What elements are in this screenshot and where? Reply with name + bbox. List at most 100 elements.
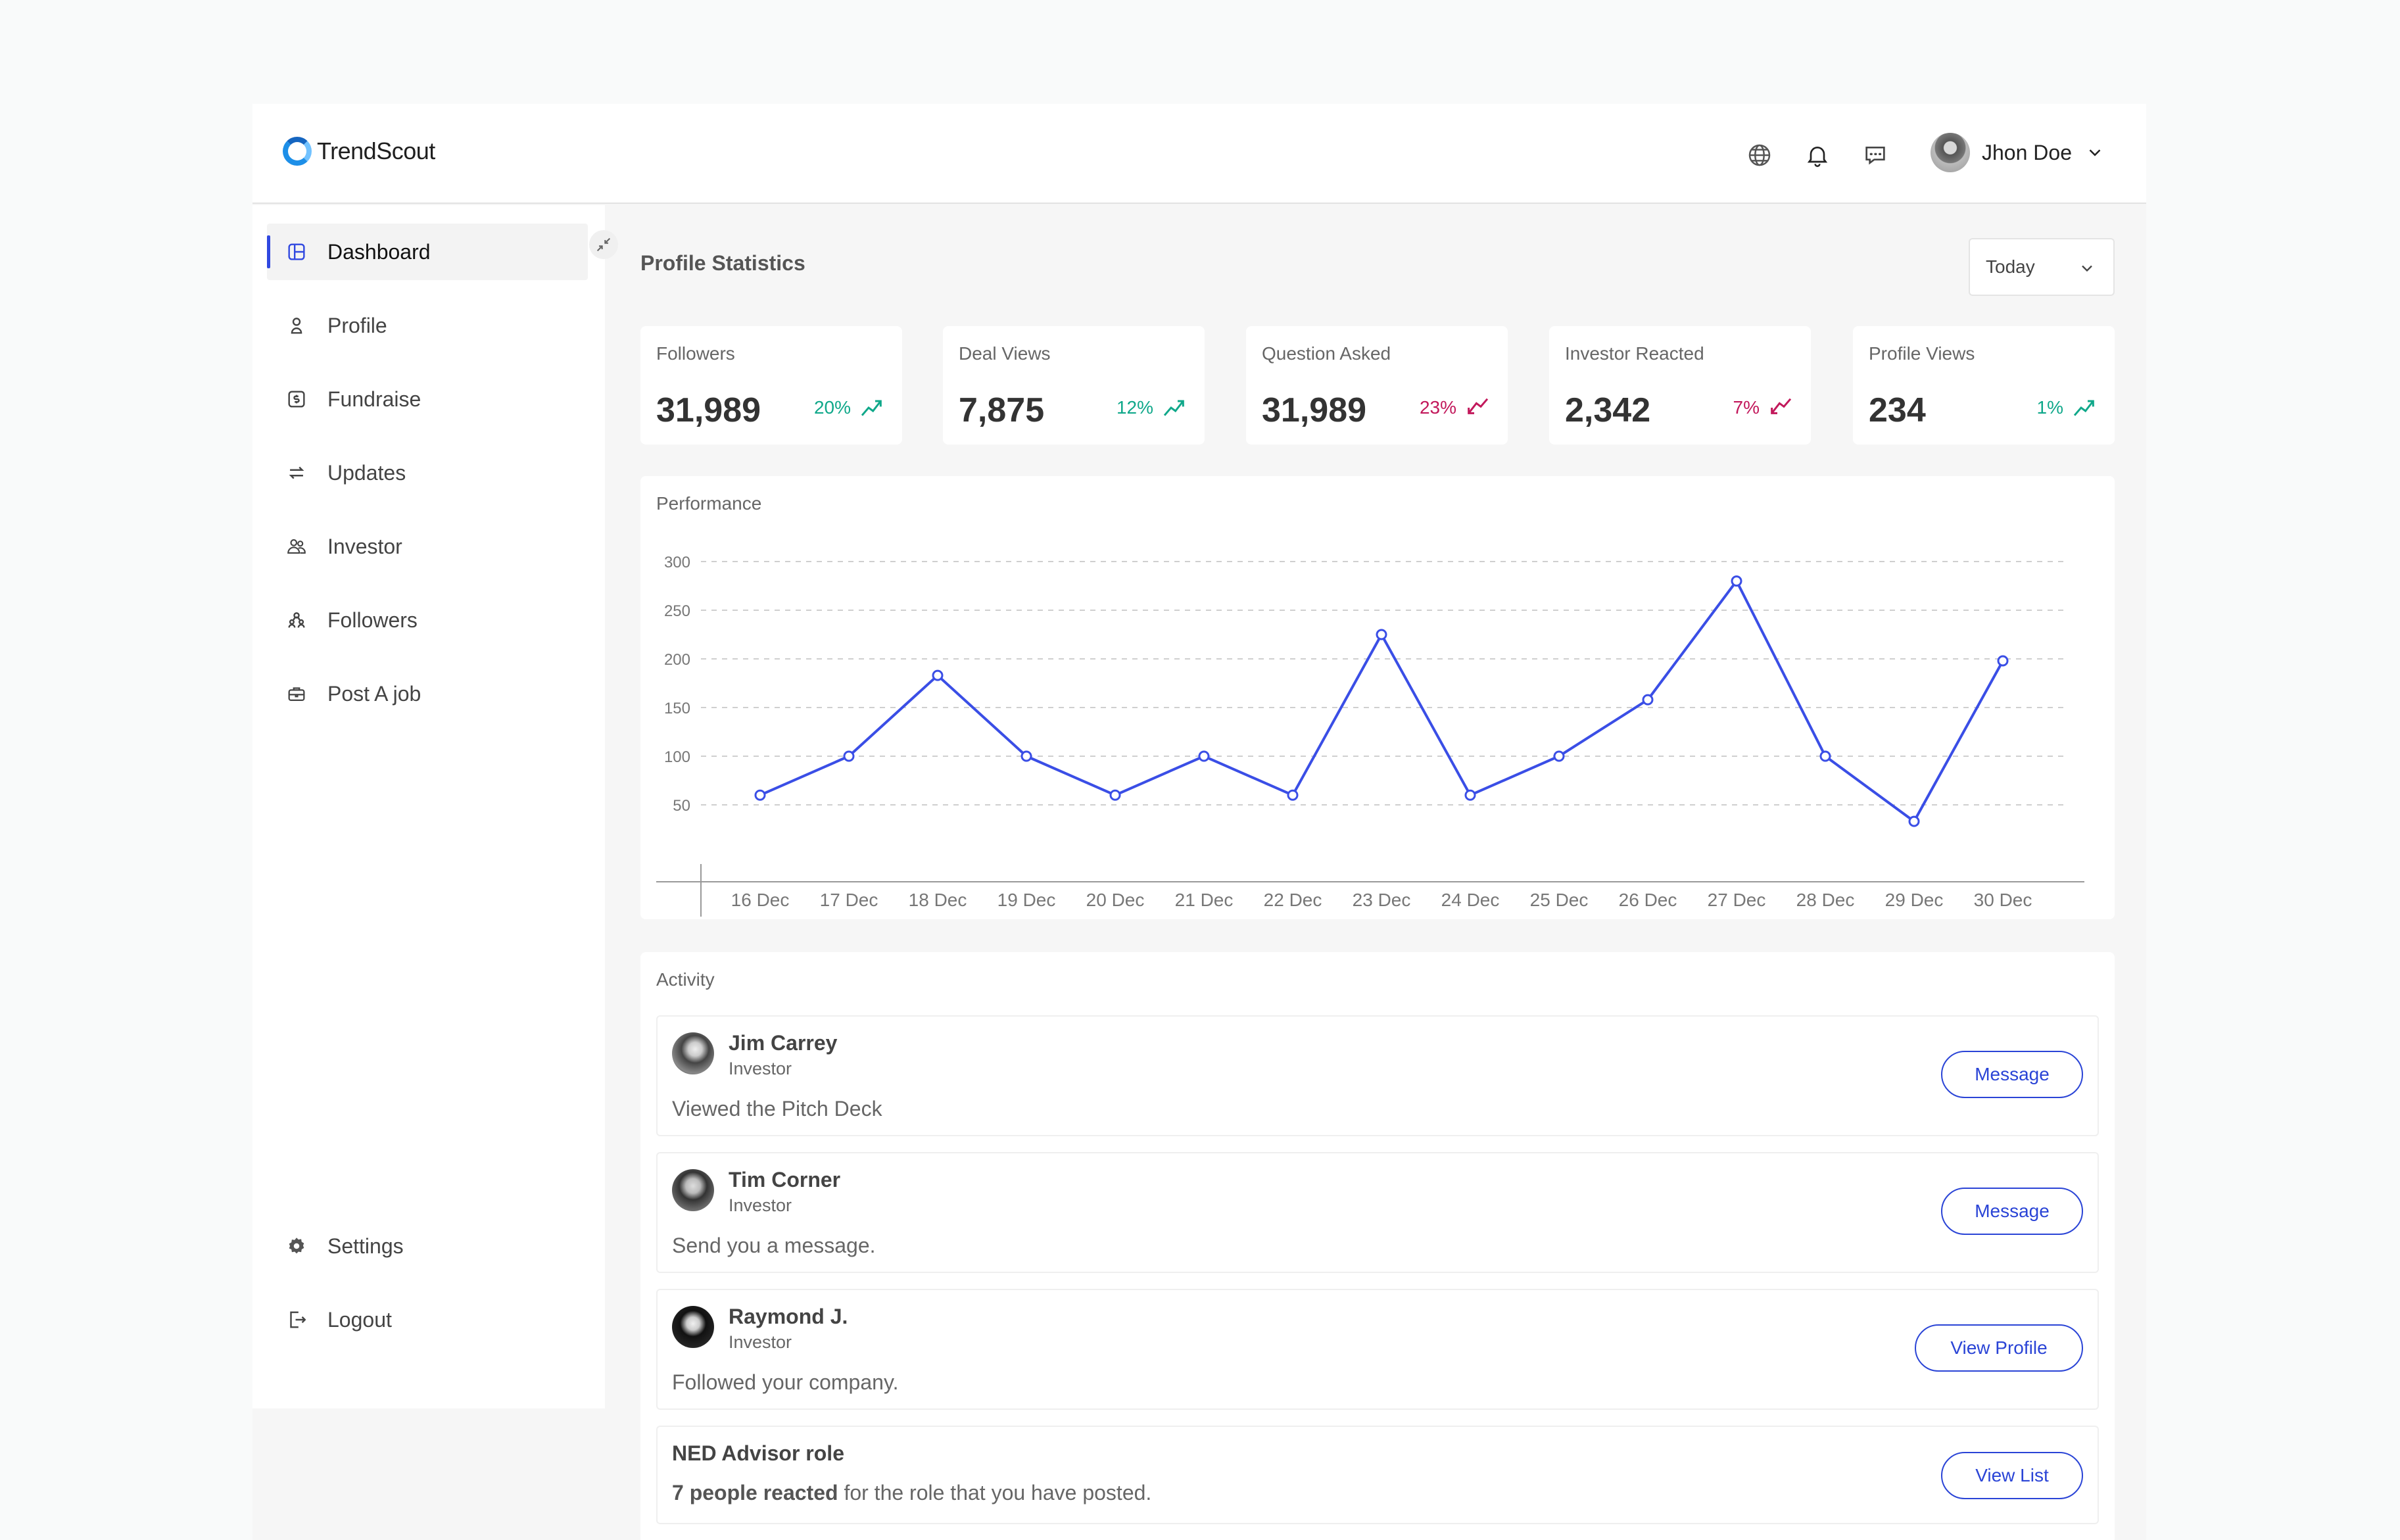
data-point — [754, 789, 766, 801]
data-point — [1731, 575, 1742, 587]
sidebar-item-fundraise[interactable]: Fundraise — [267, 371, 588, 427]
message-button[interactable]: Message — [1941, 1188, 2083, 1235]
sidebar-item-followers[interactable]: Followers — [267, 592, 588, 648]
sidebar-item-label: Dashboard — [327, 239, 431, 264]
sidebar-item-profile[interactable]: Profile — [267, 297, 588, 354]
x-tick-label: 26 Dec — [1619, 890, 1677, 910]
data-point — [1642, 694, 1654, 706]
x-tick-label: 18 Dec — [909, 890, 967, 910]
stat-change: 7% — [1733, 395, 1794, 421]
y-tick-label: 50 — [673, 797, 690, 815]
activity-avatar — [672, 1032, 714, 1074]
stat-card-followers: Followers 31,989 20% — [640, 326, 902, 445]
bell-icon[interactable] — [1803, 141, 1832, 170]
sidebar-item-dashboard[interactable]: Dashboard — [267, 224, 588, 280]
ned-desc-rest: for the role that you have posted. — [838, 1481, 1152, 1504]
x-tick-label: 30 Dec — [1974, 890, 2032, 910]
sidebar-item-settings[interactable]: Settings — [267, 1218, 588, 1274]
sidebar-item-updates[interactable]: Updates — [267, 445, 588, 501]
activity-card: Activity Jim Carrey Investor Viewed the … — [640, 952, 2115, 1540]
activity-role: Investor — [729, 1195, 792, 1215]
activity-desc: Viewed the Pitch Deck — [672, 1097, 882, 1120]
sidebar: Dashboard Profile Fundraise Updates Inve… — [252, 205, 605, 1408]
performance-card: Performance 50 100 150 200 250 300 16 Dec 17 De… — [640, 476, 2115, 919]
sidebar-item-logout[interactable]: Logout — [267, 1291, 588, 1348]
user-menu[interactable]: Jhon Doe — [1931, 133, 2105, 172]
fundraise-icon — [288, 391, 305, 408]
sidebar-item-label: Profile — [327, 313, 387, 337]
user-name: Jhon Doe — [1982, 140, 2072, 164]
app-window: TrendScout Jhon Doe Dashboard Profile Fu… — [252, 104, 2146, 1540]
data-point — [1464, 789, 1476, 801]
sidebar-item-label: Followers — [327, 608, 418, 632]
sidebar-item-investor[interactable]: Investor — [267, 518, 588, 575]
activity-role: Investor — [729, 1332, 792, 1352]
data-point — [1553, 750, 1565, 762]
data-point — [1997, 655, 2009, 667]
stat-label: Investor Reacted — [1565, 343, 1704, 364]
view-profile-button[interactable]: View Profile — [1915, 1324, 2083, 1372]
y-tick-label: 200 — [664, 651, 690, 669]
data-point — [1287, 789, 1299, 801]
y-tick-label: 300 — [664, 554, 690, 571]
ned-desc: 7 people reacted for the role that you h… — [672, 1481, 1151, 1505]
stat-card-profile-views: Profile Views 234 1% — [1853, 326, 2115, 445]
stat-value: 2,342 — [1565, 391, 1651, 429]
trend-down-icon — [1771, 398, 1792, 414]
page-title: Profile Statistics — [640, 251, 805, 275]
profile-icon — [291, 318, 302, 334]
x-tick-label: 25 Dec — [1530, 890, 1589, 910]
top-bar: TrendScout Jhon Doe — [252, 104, 2146, 204]
y-tick-label: 150 — [664, 700, 690, 717]
stat-change: 23% — [1420, 395, 1491, 421]
stat-value: 31,989 — [1262, 391, 1367, 429]
stat-value: 234 — [1869, 391, 1926, 429]
sidebar-item-label: Fundraise — [327, 387, 421, 411]
stat-card-deal-views: Deal Views 7,875 12% — [943, 326, 1205, 445]
collapse-sidebar-button[interactable] — [589, 230, 618, 259]
x-tick-label: 29 Dec — [1885, 890, 1944, 910]
activity-item: Raymond J. Investor Followed your compan… — [656, 1289, 2099, 1410]
data-point — [843, 750, 855, 762]
activity-name: Tim Corner — [729, 1168, 841, 1191]
sidebar-item-post-a-job[interactable]: Post A job — [267, 665, 588, 722]
stat-card-investor-reacted: Investor Reacted 2,342 7% — [1549, 326, 1811, 445]
range-select[interactable]: Today — [1969, 238, 2115, 296]
ned-title: NED Advisor role — [672, 1441, 844, 1465]
data-point — [1908, 815, 1920, 827]
trend-up-icon — [2073, 400, 2094, 416]
activity-desc: Followed your company. — [672, 1370, 899, 1394]
data-point — [1020, 750, 1032, 762]
x-tick-label: 24 Dec — [1441, 890, 1500, 910]
view-list-button[interactable]: View List — [1941, 1452, 2083, 1499]
dashboard-icon — [288, 243, 305, 260]
sidebar-item-label: Settings — [327, 1234, 404, 1258]
activity-avatar — [672, 1169, 714, 1211]
data-point — [1376, 629, 1387, 640]
logo-mark-icon — [283, 137, 312, 166]
chat-icon[interactable] — [1861, 141, 1890, 170]
stat-card-question-asked: Question Asked 31,989 23% — [1246, 326, 1508, 445]
stat-change-value: 12% — [1116, 397, 1153, 418]
app-logo[interactable]: TrendScout — [283, 137, 435, 166]
y-tick-label: 100 — [664, 748, 690, 766]
globe-icon[interactable] — [1745, 141, 1774, 170]
x-tick-label: 21 Dec — [1175, 890, 1234, 910]
x-tick-label: 16 Dec — [731, 890, 790, 910]
sidebar-item-label: Post A job — [327, 681, 421, 706]
app-name: TrendScout — [317, 137, 435, 164]
user-avatar — [1931, 133, 1970, 172]
sidebar-item-label: Logout — [327, 1307, 392, 1332]
x-tick-label: 23 Dec — [1353, 890, 1411, 910]
stat-label: Deal Views — [959, 343, 1051, 364]
x-tick-label: 20 Dec — [1086, 890, 1145, 910]
stat-value: 31,989 — [656, 391, 761, 429]
followers-icon — [288, 612, 305, 628]
stat-change: 20% — [814, 395, 885, 421]
x-tick-label: 27 Dec — [1708, 890, 1766, 910]
message-button[interactable]: Message — [1941, 1051, 2083, 1098]
sidebar-item-label: Updates — [327, 460, 406, 485]
x-tick-label: 19 Dec — [997, 890, 1056, 910]
range-select-value: Today — [1986, 256, 2035, 277]
trend-down-icon — [1468, 398, 1489, 414]
